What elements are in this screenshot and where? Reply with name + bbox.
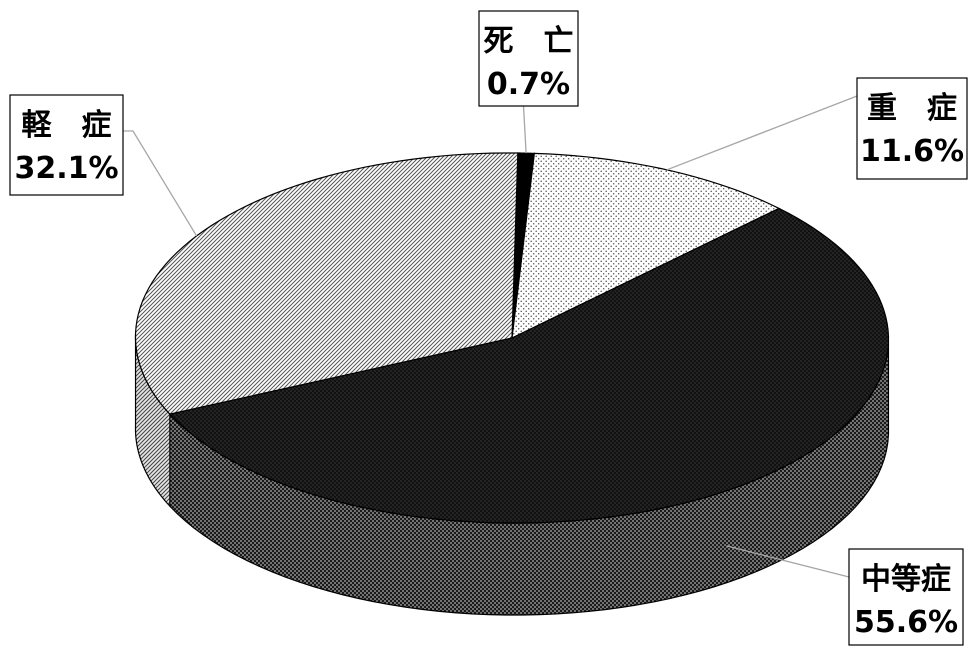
leader-line-0 [522, 105, 527, 154]
pie-slice-3 [134, 152, 519, 415]
leader-line-1 [666, 95, 858, 171]
data-label-percent-1: 11.6% [860, 134, 964, 169]
pie-slice-1 [511, 152, 781, 340]
data-label-percent-3: 32.1% [14, 151, 118, 186]
data-label-box-2 [848, 548, 964, 646]
leader-line-3 [123, 130, 198, 237]
data-label-percent-2: 55.6% [854, 605, 958, 640]
pie-top-layer [134, 152, 890, 524]
data-label-category-1: 重 症 [867, 91, 957, 126]
pie-slice-2 [168, 207, 890, 524]
data-labels: 死 亡 0.7% 重 症 11.6% 中等症 55.6% 軽 症 32.1% [9, 10, 968, 646]
data-label-box-0 [478, 10, 579, 107]
data-label-category-2: 中等症 [861, 562, 951, 597]
data-label-category-3: 軽 症 [22, 108, 112, 143]
data-label-box-3 [9, 94, 124, 196]
data-label-category-0: 死 亡 [484, 24, 574, 59]
data-label-box-1 [856, 77, 968, 180]
data-label-percent-0: 0.7% [487, 67, 570, 102]
leader-lines [123, 95, 858, 578]
leader-line-2 [726, 545, 850, 578]
